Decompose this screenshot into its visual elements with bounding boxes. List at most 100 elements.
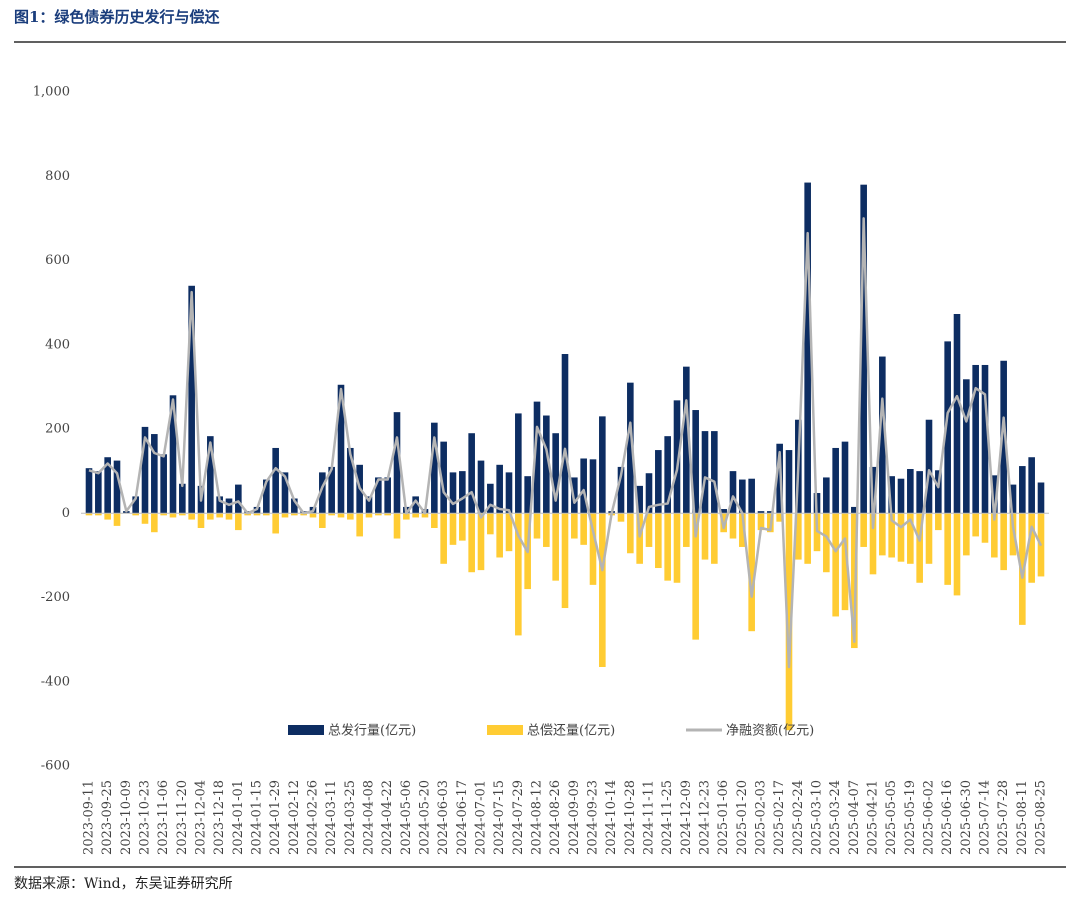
- bar: [748, 513, 755, 632]
- bar: [627, 513, 634, 554]
- bar: [319, 513, 326, 528]
- bar: [477, 460, 485, 514]
- bar: [757, 511, 765, 514]
- bar: [393, 513, 401, 539]
- bar: [533, 401, 541, 514]
- bar: [739, 479, 746, 514]
- x-tick-label: 2024-04-22: [380, 780, 395, 855]
- x-tick-label: 2025-04-07: [847, 780, 862, 855]
- y-tick-label: -600: [41, 759, 70, 774]
- bar: [459, 471, 466, 514]
- bar: [804, 182, 811, 514]
- bar: [851, 506, 858, 514]
- bar: [356, 513, 363, 537]
- bar: [319, 472, 326, 514]
- bar: [309, 513, 317, 518]
- bar: [823, 513, 830, 573]
- x-tick-label: 2024-07-15: [492, 780, 507, 855]
- bar: [673, 513, 681, 583]
- bar: [944, 513, 951, 585]
- bar: [132, 496, 139, 514]
- bar: [207, 436, 214, 514]
- bar: [440, 513, 447, 564]
- x-tick-label: 2025-05-19: [903, 780, 918, 855]
- bar: [1037, 482, 1045, 514]
- bar: [216, 496, 223, 514]
- x-tick-label: 2024-04-08: [362, 780, 377, 855]
- bar: [375, 477, 382, 514]
- bar: [692, 410, 699, 514]
- bar: [505, 472, 513, 514]
- bar: [1000, 513, 1007, 571]
- y-tick-label: 800: [45, 169, 70, 184]
- x-tick-label: 2024-01-01: [231, 780, 246, 855]
- bar: [571, 477, 578, 514]
- x-tick-label: 2025-08-25: [1034, 780, 1049, 855]
- bar: [739, 513, 746, 547]
- bar: [729, 513, 737, 539]
- bar: [683, 366, 690, 514]
- bar: [235, 513, 242, 531]
- bar: [907, 469, 914, 514]
- bar: [711, 513, 718, 564]
- bar: [160, 513, 167, 516]
- bar: [393, 412, 401, 514]
- x-tick-label: 2025-07-14: [978, 780, 993, 855]
- bar: [701, 431, 709, 514]
- x-tick-label: 2023-09-11: [82, 780, 97, 855]
- y-tick-label: 0: [62, 506, 70, 521]
- bar: [468, 433, 475, 514]
- legend-label: 净融资额(亿元): [726, 724, 814, 739]
- bar: [337, 513, 345, 518]
- bar: [664, 436, 671, 514]
- bar: [963, 513, 970, 556]
- bar: [104, 457, 111, 514]
- bar: [1019, 513, 1026, 625]
- bar: [253, 513, 261, 516]
- bar: [151, 434, 158, 514]
- x-tick-label: 2023-11-20: [175, 780, 190, 855]
- x-tick-label: 2024-06-17: [455, 780, 470, 855]
- x-tick-label: 2025-04-21: [866, 780, 881, 855]
- bar: [347, 447, 354, 514]
- bar: [272, 447, 279, 514]
- x-tick-label: 2024-02-12: [287, 780, 302, 855]
- bar: [281, 513, 289, 518]
- bar: [636, 485, 643, 514]
- x-tick-label: 2025-06-02: [922, 780, 937, 855]
- bar: [981, 364, 989, 514]
- bar: [580, 458, 587, 514]
- x-tick-label: 2024-07-01: [474, 780, 489, 855]
- bar: [673, 400, 681, 514]
- bar: [981, 513, 989, 543]
- bar: [524, 476, 531, 514]
- bar: [701, 513, 709, 560]
- bar: [440, 441, 447, 514]
- x-tick-label: 2024-06-03: [436, 780, 451, 855]
- bar: [795, 513, 802, 560]
- bar: [403, 513, 410, 520]
- bar: [347, 513, 354, 520]
- bar: [589, 459, 597, 514]
- bar: [617, 466, 625, 514]
- x-tick-label: 2024-07-29: [511, 780, 526, 855]
- chart-title: 图1：绿色债券历史发行与偿还: [14, 8, 220, 26]
- bar: [543, 415, 550, 514]
- x-tick-label: 2024-09-23: [586, 780, 601, 855]
- bar: [953, 313, 961, 514]
- x-tick-label: 2025-06-16: [940, 780, 955, 855]
- source-note: 数据来源：Wind，东吴证券研究所: [14, 876, 233, 892]
- x-tick-label: 2024-05-06: [399, 780, 414, 855]
- x-tick-label: 2024-05-20: [418, 780, 433, 855]
- bar: [365, 513, 373, 518]
- bar: [841, 513, 849, 611]
- bar: [916, 471, 923, 514]
- bar: [636, 513, 643, 564]
- bar: [412, 513, 419, 518]
- bar: [888, 513, 895, 558]
- x-tick-label: 2023-11-06: [156, 780, 171, 855]
- bar: [543, 513, 550, 547]
- bar: [823, 477, 830, 514]
- bar: [935, 470, 942, 514]
